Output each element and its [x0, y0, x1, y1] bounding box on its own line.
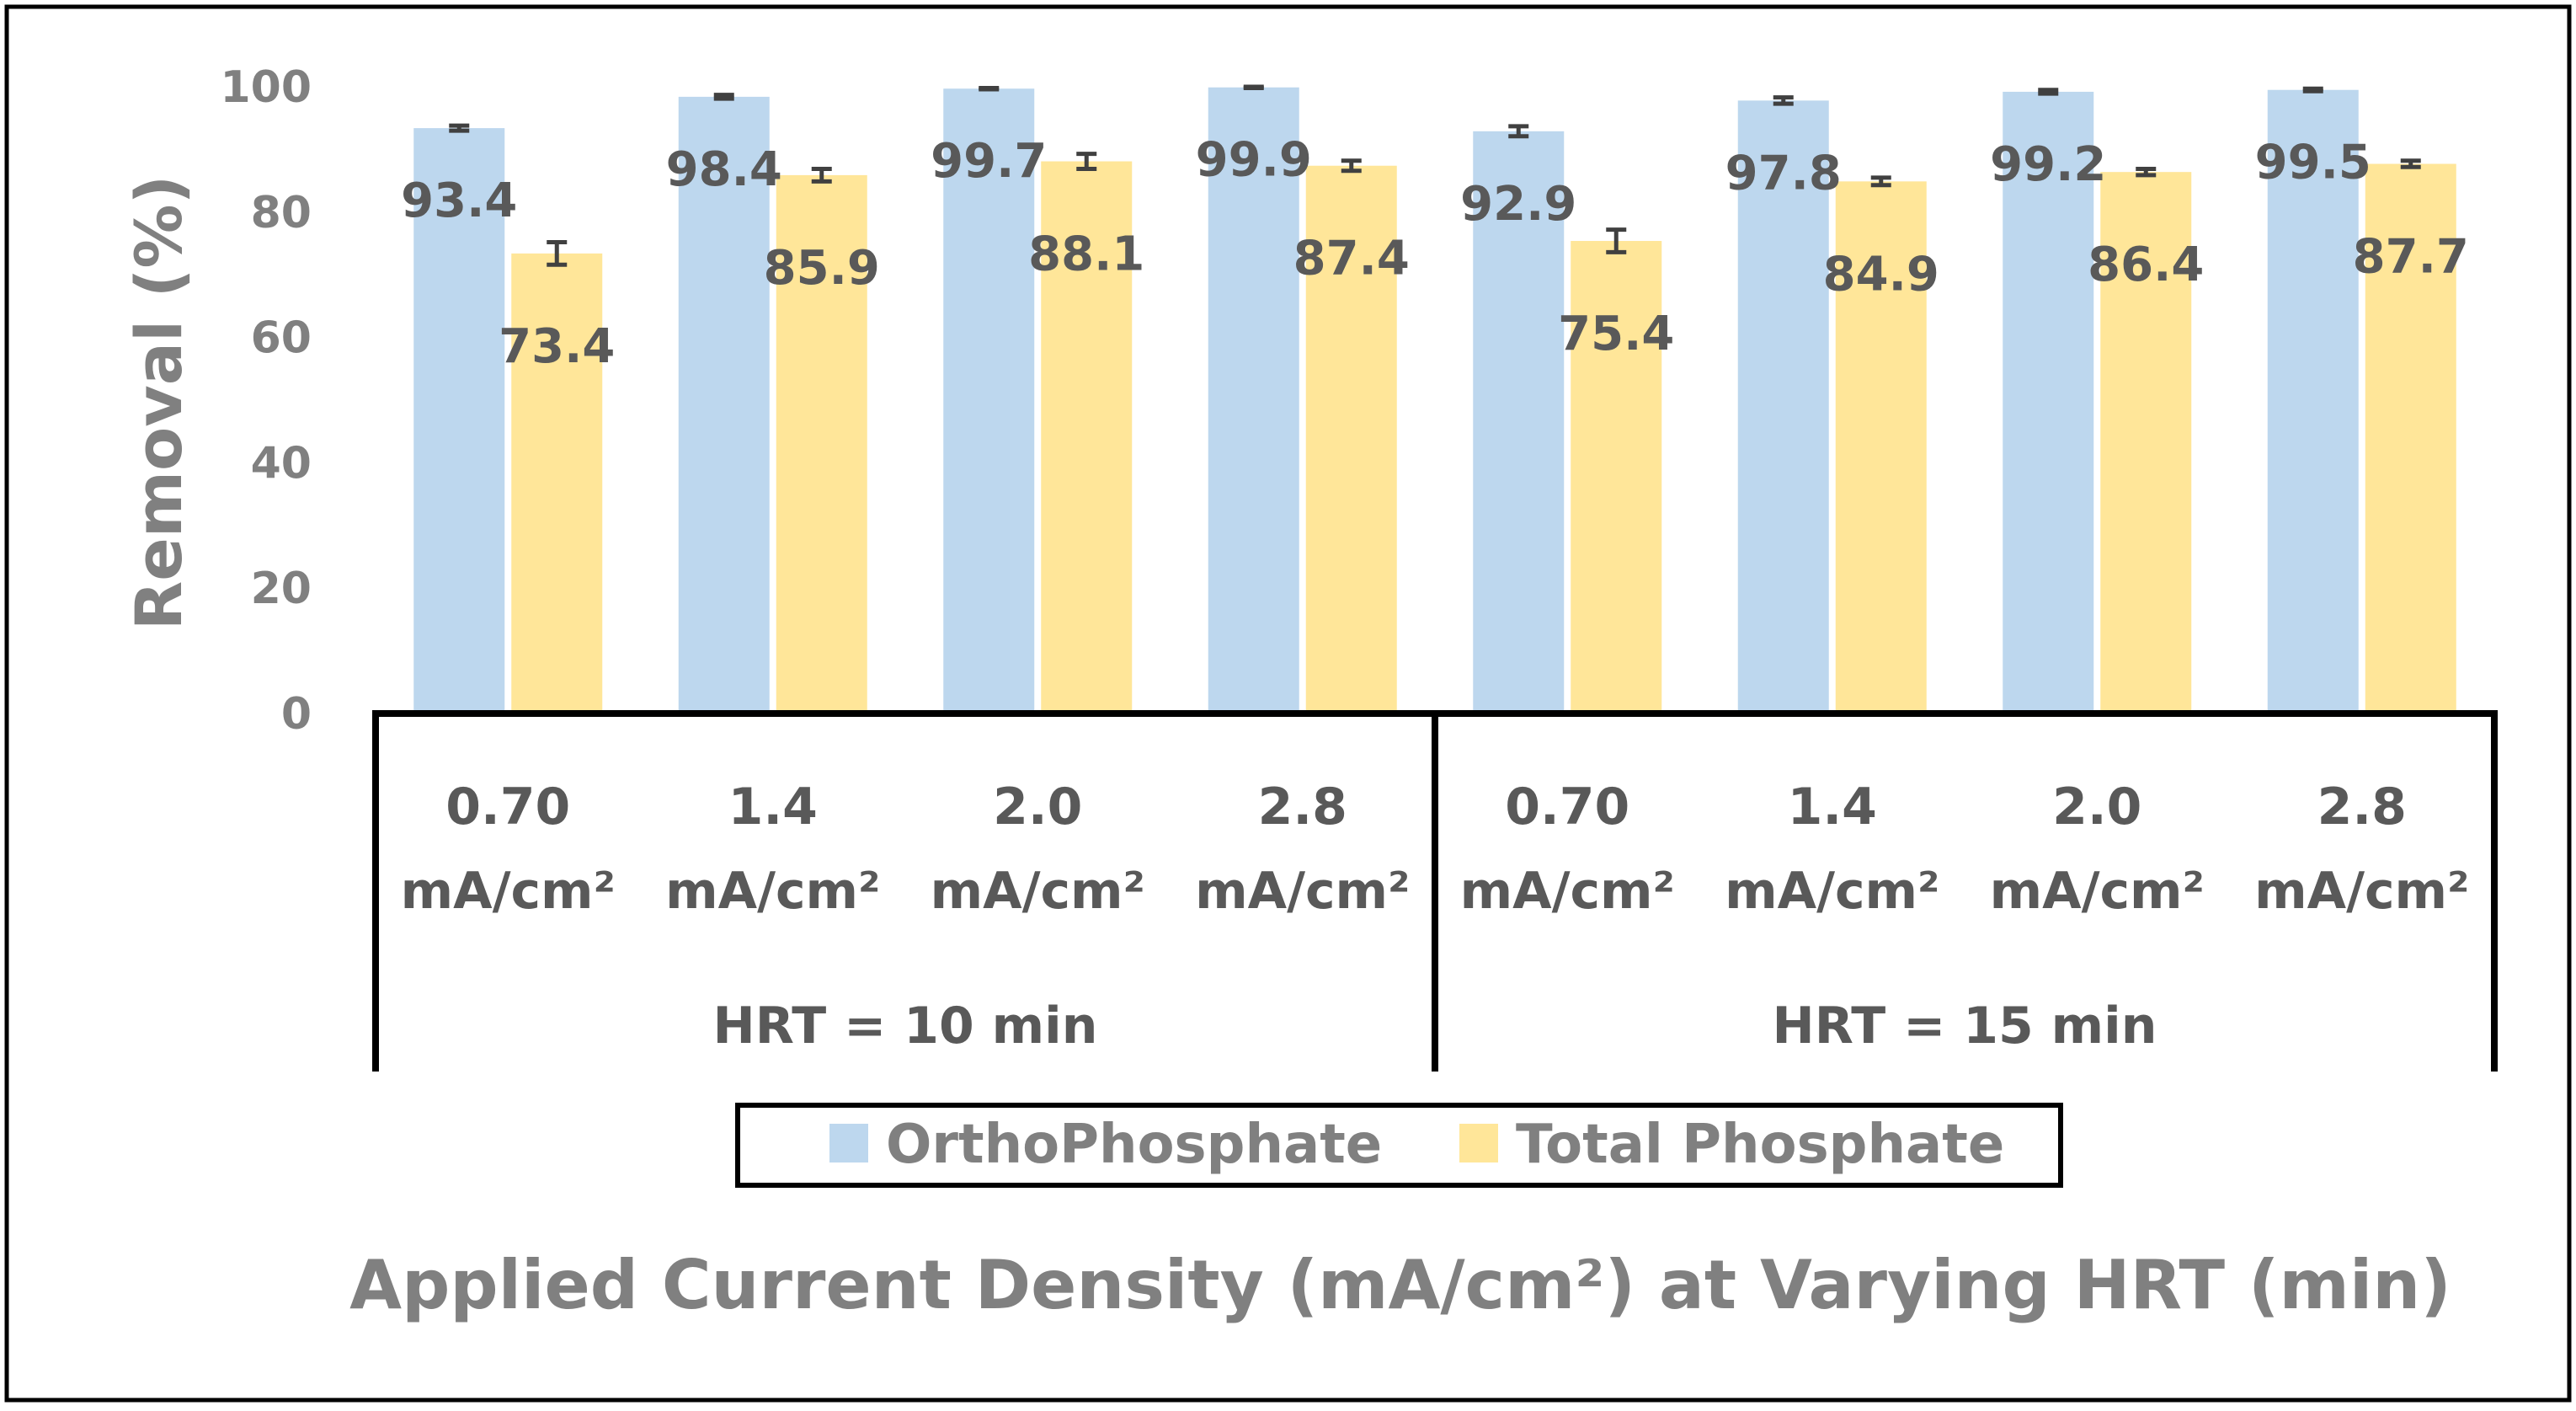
x-tick-label-unit: mA/cm²	[1990, 862, 2205, 921]
x-tick-label-value: 1.4	[728, 778, 818, 836]
data-label-orthophosphate: 97.8	[1725, 146, 1842, 200]
bar-total-phosphate	[1835, 181, 1927, 714]
x-tick-label-value: 2.8	[1258, 778, 1347, 836]
legend: OrthoPhosphate Total Phosphate	[735, 1103, 2063, 1188]
data-label-total-phosphate: 87.4	[1293, 232, 1410, 286]
data-label-orthophosphate: 98.4	[666, 142, 782, 197]
data-label-orthophosphate: 99.5	[2255, 136, 2371, 190]
bar-orthophosphate	[1737, 100, 1829, 714]
x-tick-label-value: 2.0	[993, 778, 1082, 836]
bar-total-phosphate	[1305, 165, 1397, 714]
error-bar-orthophosphate	[713, 93, 734, 101]
data-label-total-phosphate: 73.4	[499, 319, 615, 374]
x-axis-title: Applied Current Density (mA/cm²) at Vary…	[349, 1246, 2451, 1324]
x-group-label: HRT = 15 min	[1773, 997, 2157, 1056]
error-bar-orthophosphate	[449, 123, 470, 133]
data-label-orthophosphate: 99.2	[1990, 137, 2106, 192]
data-label-total-phosphate: 75.4	[1558, 307, 1674, 361]
data-labels: 93.4 98.4 99.7 99.9 92.9 97.8 99.2 99.5 73.4 85.9…	[401, 133, 2469, 374]
error-bar-total-phosphate	[1870, 175, 1891, 188]
x-tick-label-value: 0.70	[445, 778, 570, 836]
bar-orthophosphate	[2003, 91, 2094, 714]
y-tick-label: 0	[281, 689, 312, 740]
x-tick-label-value: 2.0	[2052, 778, 2141, 836]
error-bar-orthophosphate	[1243, 84, 1264, 90]
data-label-total-phosphate: 87.7	[2353, 230, 2469, 285]
x-tick-label-unit: mA/cm²	[931, 862, 1145, 921]
x-tick-label-unit: mA/cm²	[1460, 862, 1675, 921]
error-bar-total-phosphate	[2136, 166, 2157, 178]
legend-label-total-phosphate: Total Phosphate	[1516, 1114, 2004, 1176]
y-tick-label: 100	[220, 62, 312, 113]
data-label-orthophosphate: 99.7	[931, 134, 1047, 189]
y-tick-label: 40	[251, 438, 312, 489]
x-tick-label-value: 1.4	[1788, 778, 1877, 836]
bar-orthophosphate	[413, 128, 505, 714]
y-tick-label: 20	[251, 564, 312, 614]
data-label-orthophosphate: 93.4	[401, 174, 517, 228]
data-label-total-phosphate: 85.9	[764, 241, 880, 296]
x-axis: 0.70 mA/cm² 1.4 mA/cm² 2.0 mA/cm² 2.8 mA/cm² HRT…	[372, 710, 2498, 1072]
legend-border	[735, 1103, 2063, 1188]
error-bar-orthophosphate	[1773, 95, 1794, 106]
y-axis-title: Removal (%)	[121, 175, 196, 630]
error-bar-total-phosphate	[547, 240, 568, 267]
data-label-orthophosphate: 92.9	[1460, 177, 1576, 232]
x-group-label: HRT = 10 min	[713, 997, 1098, 1056]
bar-total-phosphate	[776, 174, 867, 714]
y-tick-label: 80	[251, 188, 312, 238]
legend-swatch-orthophosphate	[829, 1124, 868, 1162]
x-tick-label-value: 0.70	[1505, 778, 1629, 836]
error-bar-total-phosphate	[1076, 152, 1097, 171]
legend-swatch-total-phosphate	[1459, 1124, 1498, 1162]
bars	[413, 87, 2456, 714]
data-label-total-phosphate: 84.9	[1823, 247, 1939, 302]
x-tick-label-unit: mA/cm²	[2254, 862, 2469, 921]
bar-total-phosphate	[1041, 161, 1133, 714]
bar-orthophosphate	[678, 96, 770, 714]
x-tick-label-unit: mA/cm²	[1195, 862, 1410, 921]
error-bar-orthophosphate	[1508, 124, 1529, 139]
bar-total-phosphate	[511, 253, 603, 714]
y-tick-label: 60	[251, 313, 312, 364]
error-bars	[449, 84, 2421, 267]
bar-orthophosphate	[2267, 89, 2359, 714]
x-tick-label-value: 2.8	[2317, 778, 2407, 836]
bar-orthophosphate	[943, 88, 1035, 714]
data-label-orthophosphate: 99.9	[1196, 133, 1312, 188]
legend-label-orthophosphate: OrthoPhosphate	[886, 1114, 1382, 1176]
error-bar-total-phosphate	[1606, 227, 1627, 254]
error-bar-orthophosphate	[2302, 86, 2323, 94]
bar-orthophosphate	[1473, 131, 1565, 714]
x-tick-label-unit: mA/cm²	[1725, 862, 1939, 921]
bar-total-phosphate	[2100, 172, 2192, 714]
x-tick-label-unit: mA/cm²	[401, 862, 616, 921]
bar-total-phosphate	[1571, 241, 1662, 714]
error-bar-orthophosphate	[2038, 88, 2059, 96]
error-bar-total-phosphate	[1341, 158, 1362, 174]
data-label-total-phosphate: 88.1	[1028, 227, 1144, 282]
error-bar-total-phosphate	[811, 166, 832, 184]
data-label-total-phosphate: 86.4	[2088, 238, 2204, 292]
y-axis: 0 20 40 60 80 100	[220, 62, 312, 740]
bar-orthophosphate	[1208, 87, 1299, 714]
error-bar-total-phosphate	[2400, 158, 2421, 169]
x-tick-label-unit: mA/cm²	[665, 862, 880, 921]
bar-total-phosphate	[2365, 163, 2456, 714]
